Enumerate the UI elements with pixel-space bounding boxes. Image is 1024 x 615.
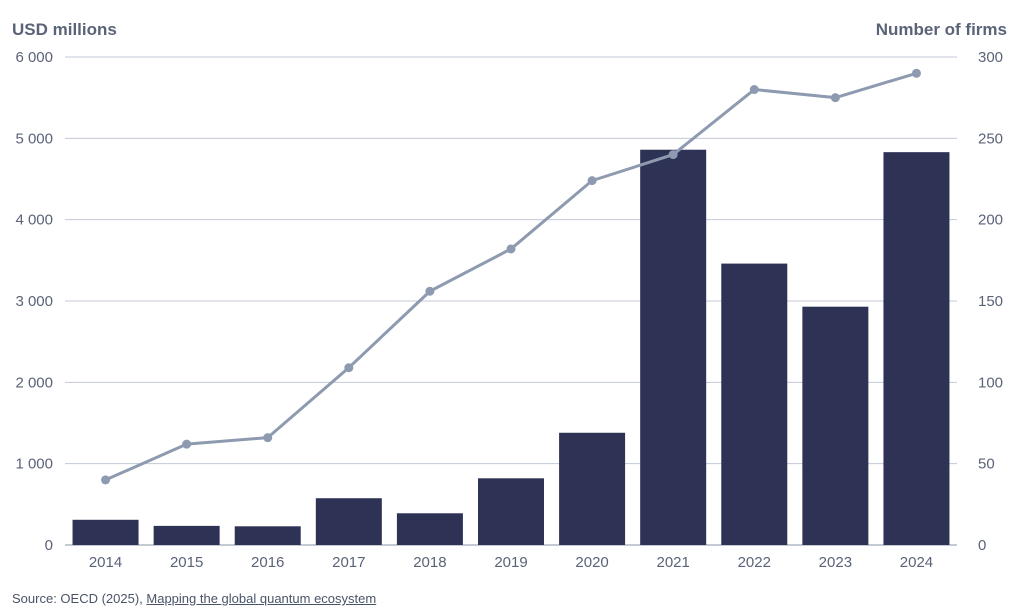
bars: [72, 149, 950, 545]
firms-line: [101, 68, 921, 485]
x-tick-label: 2024: [900, 554, 933, 571]
right-tick-label: 0: [978, 537, 986, 554]
bar-2016: [234, 526, 301, 545]
left-tick-label: 6 000: [15, 49, 53, 66]
firms-point-2020: [587, 176, 597, 186]
right-tick-label: 250: [978, 130, 1003, 147]
firms-point-2022: [749, 85, 759, 95]
x-tick-label: 2014: [89, 554, 122, 571]
left-tick-label: 2 000: [15, 374, 53, 391]
firms-point-2014: [101, 475, 111, 485]
bar-2021: [640, 149, 707, 545]
bar-2018: [396, 513, 463, 545]
bar-2014: [72, 519, 139, 545]
firms-point-2016: [263, 433, 273, 443]
chart: 0 1 000 2 000 3 000 4 000 5 000 6 000 0 50 100 15…: [12, 20, 1007, 571]
x-tick-label: 2023: [819, 554, 852, 571]
bar-2015: [153, 525, 220, 545]
right-tick-label: 300: [978, 49, 1003, 66]
x-tick-label: 2016: [251, 554, 284, 571]
x-axis-ticks: 2014 2015 2016 2017 2018 2019 2020 2021 2022 2023…: [89, 554, 933, 571]
x-tick-label: 2020: [575, 554, 608, 571]
left-tick-label: 4 000: [15, 212, 53, 229]
right-tick-label: 150: [978, 293, 1003, 310]
firms-point-2017: [344, 363, 354, 373]
firms-point-2021: [668, 150, 678, 160]
source-link[interactable]: Mapping the global quantum ecosystem: [146, 591, 377, 606]
firms-point-2019: [506, 244, 516, 254]
right-tick-label: 100: [978, 374, 1003, 391]
source-prefix: Source: OECD (2025),: [12, 591, 147, 606]
x-tick-label: 2022: [738, 554, 771, 571]
right-tick-label: 50: [978, 456, 995, 473]
firms-point-2018: [425, 286, 435, 296]
firms-point-2015: [182, 439, 192, 449]
left-axis-ticks: 0 1 000 2 000 3 000 4 000 5 000 6 000: [15, 49, 53, 554]
gridlines: [65, 56, 957, 546]
firms-line-path: [104, 71, 917, 482]
left-tick-label: 3 000: [15, 293, 53, 310]
x-tick-label: 2021: [656, 554, 689, 571]
x-tick-label: 2017: [332, 554, 365, 571]
x-tick-label: 2019: [494, 554, 527, 571]
right-tick-label: 200: [978, 212, 1003, 229]
bar-2022: [721, 263, 788, 545]
bar-2020: [559, 432, 626, 545]
firms-point-2023: [830, 93, 840, 103]
x-tick-label: 2015: [170, 554, 203, 571]
bar-2017: [315, 498, 382, 545]
left-tick-label: 1 000: [15, 456, 53, 473]
left-tick-label: 5 000: [15, 130, 53, 147]
bar-2019: [478, 478, 544, 545]
left-tick-label: 0: [45, 537, 53, 554]
bar-2023: [802, 306, 869, 545]
right-axis-title: Number of firms: [876, 20, 1007, 39]
right-axis-ticks: 0 50 100 150 200 250 300: [978, 49, 1003, 554]
left-axis-title: USD millions: [12, 20, 117, 39]
x-tick-label: 2018: [413, 554, 446, 571]
source-note: Source: OECD (2025), Mapping the global …: [12, 591, 376, 606]
bar-2024: [883, 152, 950, 545]
firms-point-2024: [911, 68, 921, 78]
